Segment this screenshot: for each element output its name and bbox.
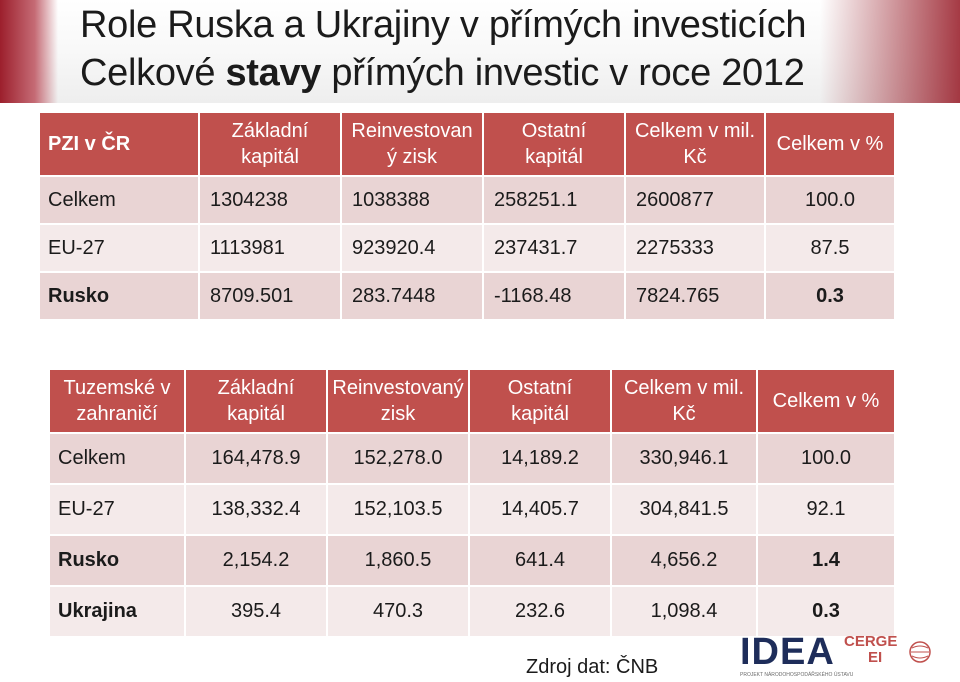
header-tuzemske: Tuzemské v zahraničí — [50, 370, 186, 432]
cell-percent: 87.5 — [766, 223, 896, 271]
row-label: Celkem — [50, 432, 186, 483]
cell-value: 152,278.0 — [328, 432, 470, 483]
cell-value: 7824.765 — [626, 271, 766, 319]
row-label: Ukrajina — [50, 585, 186, 636]
cell-value: 1113981 — [200, 223, 342, 271]
pzi-in-cr-table: PZI v ČR Základní kapitál Reinvestovan ý z… — [40, 113, 896, 319]
cell-value: 232.6 — [470, 585, 612, 636]
row-label: EU-27 — [40, 223, 200, 271]
cell-value: 14,189.2 — [470, 432, 612, 483]
row-label: Rusko — [50, 534, 186, 585]
row-label: Celkem — [40, 175, 200, 223]
cell-value: -1168.48 — [484, 271, 626, 319]
table-row: Celkem 1304238 1038388 258251.1 2600877 … — [40, 175, 896, 223]
logo-ei-text: EI — [868, 649, 883, 666]
cell-value: 395.4 — [186, 585, 328, 636]
cell-percent: 0.3 — [758, 585, 896, 636]
header-pzi: PZI v ČR — [40, 113, 200, 175]
cell-percent: 100.0 — [758, 432, 896, 483]
slide-subtitle: Celkové stavy přímých investic v roce 20… — [80, 52, 805, 95]
row-label: Rusko — [40, 271, 200, 319]
header-celkem-pct: Celkem v % — [766, 113, 896, 175]
cell-value: 923920.4 — [342, 223, 484, 271]
cell-value: 283.7448 — [342, 271, 484, 319]
cell-percent: 100.0 — [766, 175, 896, 223]
cell-value: 1,860.5 — [328, 534, 470, 585]
cell-value: 470.3 — [328, 585, 470, 636]
header-celkem-mil: Celkem v mil. Kč — [626, 113, 766, 175]
logo-subtitle: PROJEKT NÁRODOHOSPODÁŘSKÉHO ÚSTAVU — [740, 672, 854, 678]
cell-value: 237431.7 — [484, 223, 626, 271]
header-celkem-mil: Celkem v mil. Kč — [612, 370, 758, 432]
cell-value: 258251.1 — [484, 175, 626, 223]
cell-value: 1,098.4 — [612, 585, 758, 636]
cell-value: 152,103.5 — [328, 483, 470, 534]
cell-value: 2,154.2 — [186, 534, 328, 585]
cell-value: 2275333 — [626, 223, 766, 271]
cell-value: 2600877 — [626, 175, 766, 223]
header-ostatni-kapital: Ostatní kapitál — [470, 370, 612, 432]
logo-idea-text: IDEA — [740, 631, 835, 673]
table-row: Ukrajina 395.4 470.3 232.6 1,098.4 0.3 — [50, 585, 896, 636]
table-row: Rusko 2,154.2 1,860.5 641.4 4,656.2 1.4 — [50, 534, 896, 585]
table-row: Celkem 164,478.9 152,278.0 14,189.2 330,… — [50, 432, 896, 483]
header-zakladni-kapital: Základní kapitál — [200, 113, 342, 175]
cell-value: 304,841.5 — [612, 483, 758, 534]
cell-value: 641.4 — [470, 534, 612, 585]
table-header-row: PZI v ČR Základní kapitál Reinvestovan ý z… — [40, 113, 896, 175]
cell-value: 8709.501 — [200, 271, 342, 319]
table-header-row: Tuzemské v zahraničí Základní kapitál Rein… — [50, 370, 896, 432]
header-reinvestovany-zisk: Reinvestovan ý zisk — [342, 113, 484, 175]
table-row: Rusko 8709.501 283.7448 -1168.48 7824.76… — [40, 271, 896, 319]
cell-percent: 1.4 — [758, 534, 896, 585]
slide-title: Role Ruska a Ukrajiny v přímých investic… — [80, 4, 807, 46]
accent-strip — [0, 0, 58, 103]
globe-icon — [909, 641, 931, 663]
subtitle-part: přímých investic v roce 2012 — [321, 52, 805, 94]
cell-percent: 92.1 — [758, 483, 896, 534]
title-band — [0, 0, 960, 103]
idea-cerge-ei-logo: IDEA CERGE EI PROJEKT NÁRODOHOSPODÁŘSKÉH… — [740, 632, 940, 680]
header-ostatni-kapital: Ostatní kapitál — [484, 113, 626, 175]
outward-investment-table: Tuzemské v zahraničí Základní kapitál Rein… — [50, 370, 896, 636]
cell-value: 1304238 — [200, 175, 342, 223]
header-zakladni-kapital: Základní kapitál — [186, 370, 328, 432]
header-reinvestovany-zisk: Reinvestovaný zisk — [328, 370, 470, 432]
cell-value: 14,405.7 — [470, 483, 612, 534]
cell-percent: 0.3 — [766, 271, 896, 319]
cell-value: 1038388 — [342, 175, 484, 223]
logo-cerge-text: CERGE — [844, 633, 898, 650]
subtitle-bold-part: stavy — [225, 52, 322, 94]
row-label: EU-27 — [50, 483, 186, 534]
table-row: EU-27 138,332.4 152,103.5 14,405.7 304,8… — [50, 483, 896, 534]
cell-value: 4,656.2 — [612, 534, 758, 585]
cell-value: 330,946.1 — [612, 432, 758, 483]
table-row: EU-27 1113981 923920.4 237431.7 2275333 … — [40, 223, 896, 271]
header-celkem-pct: Celkem v % — [758, 370, 896, 432]
cell-value: 164,478.9 — [186, 432, 328, 483]
subtitle-part: Celkové — [80, 52, 226, 94]
data-source-note: Zdroj dat: ČNB — [526, 656, 659, 678]
cell-value: 138,332.4 — [186, 483, 328, 534]
